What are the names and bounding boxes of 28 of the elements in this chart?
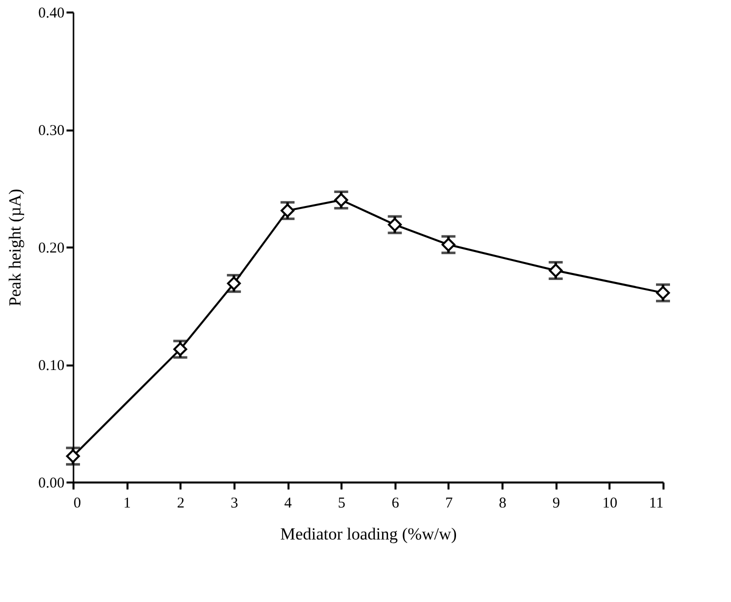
y-axis-title: Peak height (µA) bbox=[5, 188, 24, 306]
x-tick-label: 8 bbox=[498, 496, 506, 512]
y-tick-label: 0.30 bbox=[38, 123, 64, 139]
point bbox=[173, 342, 188, 356]
x-tick-label: 2 bbox=[177, 496, 185, 512]
point bbox=[226, 276, 241, 290]
y-tick-label: 0.10 bbox=[38, 358, 64, 374]
x-tick-label: 11 bbox=[649, 496, 664, 512]
y-tick-label: 0.00 bbox=[38, 476, 64, 492]
x-tick-label: 3 bbox=[230, 496, 238, 512]
point bbox=[334, 193, 348, 207]
point bbox=[442, 238, 456, 252]
x-axis-title: Mediator loading (%w/w) bbox=[280, 524, 457, 544]
x-tick-label: 5 bbox=[338, 496, 346, 512]
point bbox=[388, 218, 402, 232]
x-tick-label: 7 bbox=[445, 496, 454, 512]
point bbox=[66, 449, 80, 464]
point bbox=[656, 286, 670, 300]
x-tick-label: 10 bbox=[602, 496, 618, 512]
y-tick-label: 0.20 bbox=[38, 240, 64, 256]
x-tick-label: 4 bbox=[284, 496, 292, 512]
x-tick-label: 1 bbox=[123, 496, 131, 512]
point bbox=[548, 264, 563, 278]
point bbox=[280, 204, 294, 218]
x-tick-label: 0 bbox=[74, 496, 81, 512]
x-tick-label: 9 bbox=[552, 496, 560, 512]
y-tick-label: 0.40 bbox=[38, 6, 64, 22]
x-tick-label: 6 bbox=[392, 496, 400, 512]
